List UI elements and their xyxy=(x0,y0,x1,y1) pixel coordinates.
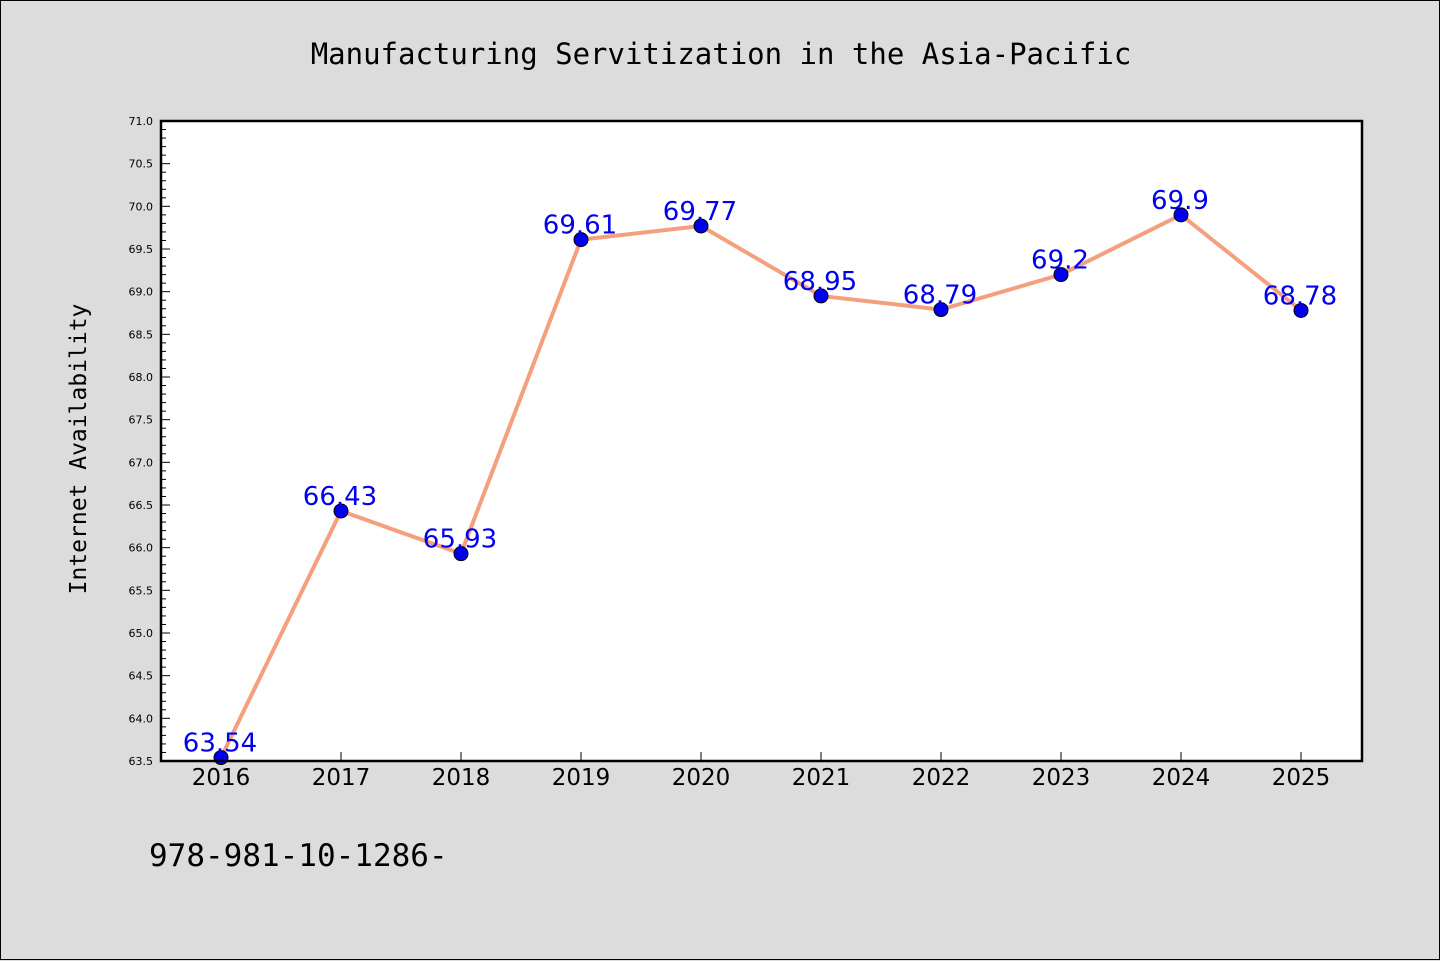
y-tick-label: 68.5 xyxy=(129,328,154,341)
plot-area xyxy=(161,121,1362,761)
y-tick-label: 67.0 xyxy=(129,456,154,469)
data-label: 63.54 xyxy=(183,729,257,759)
y-tick-label: 64.5 xyxy=(129,670,154,683)
y-tick-label: 65.0 xyxy=(129,627,154,640)
x-axis-ticks: 2016 2017 2018 2019 2020 2021 2022 2023 2024 2025 xyxy=(192,752,1331,791)
data-point xyxy=(693,218,709,234)
x-tick-label: 2019 xyxy=(552,765,611,791)
data-label: 69.9 xyxy=(1151,186,1209,216)
data-point xyxy=(1173,207,1189,223)
y-tick-label: 65.5 xyxy=(129,584,154,597)
y-tick-label: 63.5 xyxy=(129,755,154,768)
data-point xyxy=(1053,267,1069,283)
y-axis-label: Internet Availability xyxy=(66,304,92,595)
data-point xyxy=(1293,302,1309,318)
data-label: 68.95 xyxy=(783,267,857,297)
x-tick-label: 2022 xyxy=(912,765,971,791)
x-tick-label: 2016 xyxy=(192,765,251,791)
data-label: 68.78 xyxy=(1263,281,1337,311)
x-tick-label: 2021 xyxy=(792,765,851,791)
data-point xyxy=(573,232,589,248)
data-label: 68.79 xyxy=(903,281,977,311)
y-tick-label: 69.0 xyxy=(129,286,154,299)
data-label: 66.43 xyxy=(303,482,377,512)
y-tick-label: 70.5 xyxy=(129,158,154,171)
y-tick-label: 66.5 xyxy=(129,499,154,512)
x-tick-label: 2025 xyxy=(1272,765,1331,791)
data-label: 69.2 xyxy=(1031,246,1089,276)
plot-border xyxy=(159,119,1364,763)
y-tick-label: 70.0 xyxy=(129,200,154,213)
data-point xyxy=(813,288,829,304)
data-label: 69.61 xyxy=(543,211,617,241)
data-point xyxy=(333,503,349,519)
y-tick-label: 64.0 xyxy=(129,712,154,725)
x-tick-label: 2018 xyxy=(432,765,491,791)
data-label: 69.77 xyxy=(663,197,737,227)
chart-title: Manufacturing Servitization in the Asia-… xyxy=(311,37,1132,71)
data-point xyxy=(933,302,949,318)
data-point xyxy=(453,546,469,562)
x-tick-label: 2023 xyxy=(1032,765,1091,791)
x-tick-label: 2024 xyxy=(1152,765,1211,791)
y-tick-label: 69.5 xyxy=(129,243,154,256)
x-tick-label: 2017 xyxy=(312,765,371,791)
y-axis-ticks: 63.5 64.0 64.5 65.0 65.5 66.0 66.5 67.0 67.5 68.0… xyxy=(129,115,170,768)
y-tick-label: 67.5 xyxy=(129,414,154,427)
y-tick-label: 71.0 xyxy=(129,115,154,128)
data-labels-layer: 63.54 66.43 65.93 69.61 69.77 68.95 68.79 69.2 6… xyxy=(183,186,1337,759)
x-tick-label: 2020 xyxy=(672,765,731,791)
series-line xyxy=(219,212,1303,760)
y-tick-label: 66.0 xyxy=(129,542,154,555)
data-label: 65.93 xyxy=(423,525,497,555)
footnote: 978-981-10-1286- xyxy=(149,838,448,874)
y-tick-label: 68.0 xyxy=(129,371,154,384)
